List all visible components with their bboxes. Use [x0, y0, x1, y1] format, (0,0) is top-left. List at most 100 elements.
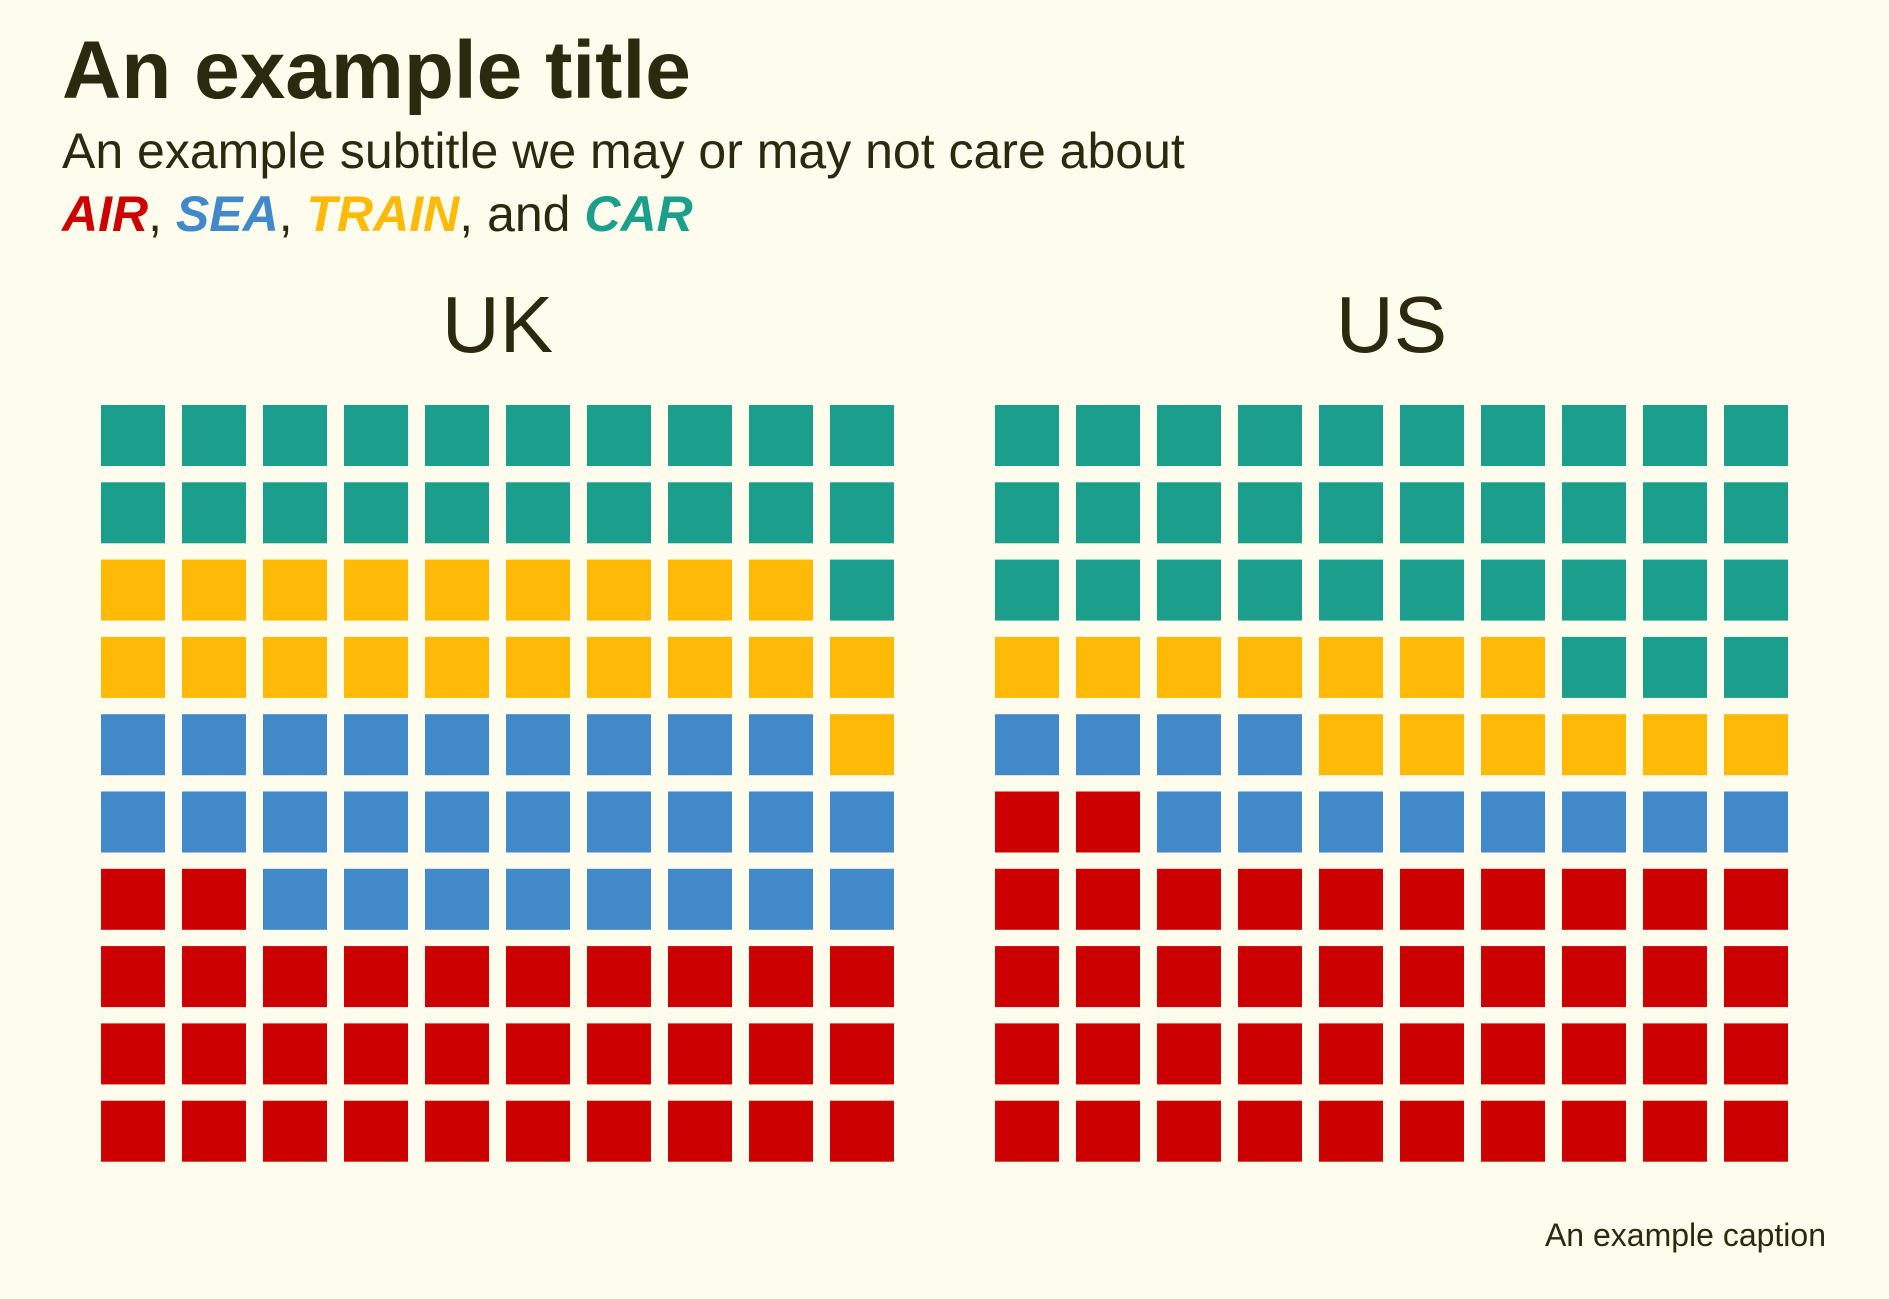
waffle-cell-sea [668, 868, 732, 930]
waffle-cell-train [1643, 714, 1707, 776]
waffle-cell-car [1481, 482, 1545, 544]
waffle-cell-train [1319, 714, 1383, 776]
waffle-cell-air [1400, 946, 1464, 1008]
waffle-cell-air [830, 1023, 894, 1085]
waffle-cell-air [1481, 1023, 1545, 1085]
waffle-cell-car [1481, 405, 1545, 466]
waffle-cell-air [1400, 868, 1464, 930]
waffle-cell-train [1238, 636, 1302, 698]
waffle-cell-car [1724, 636, 1788, 698]
waffle-cell-sea [1400, 791, 1464, 853]
waffle-cell-train [1400, 714, 1464, 776]
waffle-cell-air [1157, 1100, 1221, 1162]
waffle-cell-air [749, 1023, 813, 1085]
waffle-cell-sea [1724, 791, 1788, 853]
waffle-cell-air [425, 1023, 489, 1085]
waffle-cell-car [749, 482, 813, 544]
panel-label: US [1336, 280, 1447, 369]
waffle-cell-air [1643, 946, 1707, 1008]
waffle-cell-air [263, 1100, 327, 1162]
waffle-cell-car [182, 405, 246, 466]
waffle-cell-air [182, 1023, 246, 1085]
waffle-cell-sea [668, 714, 732, 776]
waffle-cell-air [182, 1100, 246, 1162]
waffle-cell-sea [830, 791, 894, 853]
waffle-cell-train [101, 636, 165, 698]
waffle-cell-air [1076, 1023, 1140, 1085]
waffle-cell-air [995, 791, 1059, 853]
waffle-cell-air [1724, 1023, 1788, 1085]
waffle-cell-air [587, 946, 651, 1008]
waffle-cell-air [1724, 946, 1788, 1008]
waffle-cell-air [1157, 1023, 1221, 1085]
waffle-cell-car [587, 405, 651, 466]
panel-us: US [995, 280, 1788, 1162]
waffle-cell-car [1238, 482, 1302, 544]
waffle-cell-car [1400, 482, 1464, 544]
legend-item-car: CAR [584, 186, 693, 242]
waffle-cell-car [344, 482, 408, 544]
waffle-cell-air [506, 946, 570, 1008]
waffle-cell-sea [749, 791, 813, 853]
waffle-cell-air [995, 868, 1059, 930]
waffle-cell-air [1076, 1100, 1140, 1162]
waffle-cell-air [1643, 1023, 1707, 1085]
panel-uk: UK [101, 280, 894, 1162]
waffle-cell-air [1481, 868, 1545, 930]
waffle-cell-air [182, 946, 246, 1008]
waffle-cell-air [749, 1100, 813, 1162]
waffle-cell-air [1157, 868, 1221, 930]
waffle-cell-air [1319, 868, 1383, 930]
waffle-cell-car [830, 482, 894, 544]
waffle-cell-sea [1643, 791, 1707, 853]
waffle-cell-air [1562, 1100, 1626, 1162]
waffle-cell-sea [182, 791, 246, 853]
waffle-cell-car [1076, 405, 1140, 466]
waffle-cell-car [506, 482, 570, 544]
waffle-cell-sea [1157, 714, 1221, 776]
waffle-cell-air [830, 1100, 894, 1162]
waffle-cell-sea [1076, 714, 1140, 776]
waffle-cell-train [749, 636, 813, 698]
waffle-cell-car [506, 405, 570, 466]
waffle-cell-car [263, 482, 327, 544]
waffle-cell-train [1481, 636, 1545, 698]
waffle-cell-sea [587, 791, 651, 853]
waffle-cell-sea [587, 868, 651, 930]
waffle-cell-air [1076, 791, 1140, 853]
waffle-cell-air [1400, 1100, 1464, 1162]
waffle-cell-train [1319, 636, 1383, 698]
waffle-cell-car [1238, 405, 1302, 466]
waffle-cell-train [506, 636, 570, 698]
waffle-cell-air [425, 1100, 489, 1162]
waffle-cell-train [1562, 714, 1626, 776]
waffle-cell-air [1157, 946, 1221, 1008]
waffle-cell-car [1562, 559, 1626, 621]
waffle-cell-car [830, 405, 894, 466]
waffle-cell-train [1481, 714, 1545, 776]
waffle-cell-sea [263, 791, 327, 853]
waffle-cell-train [344, 636, 408, 698]
waffle-cell-air [1238, 946, 1302, 1008]
waffle-cell-train [182, 559, 246, 621]
waffle-cell-train [425, 636, 489, 698]
waffle-cell-train [263, 636, 327, 698]
waffle-cell-air [344, 946, 408, 1008]
waffle-cell-air [344, 1100, 408, 1162]
waffle-cell-car [101, 482, 165, 544]
waffle-cell-car [1157, 405, 1221, 466]
waffle-cell-car [101, 405, 165, 466]
legend-item-train: TRAIN [306, 186, 460, 242]
waffle-cell-car [425, 405, 489, 466]
waffle-cell-car [995, 559, 1059, 621]
waffle-cell-sea [425, 791, 489, 853]
waffle-cell-air [506, 1023, 570, 1085]
waffle-cell-air [1076, 946, 1140, 1008]
waffle-cell-train [830, 636, 894, 698]
waffle-cell-air [1643, 868, 1707, 930]
waffle-cell-train [830, 714, 894, 776]
legend-separator: , [148, 186, 176, 242]
panel-label: UK [442, 280, 553, 369]
waffle-cell-air [1238, 868, 1302, 930]
legend-item-air: AIR [62, 186, 149, 242]
